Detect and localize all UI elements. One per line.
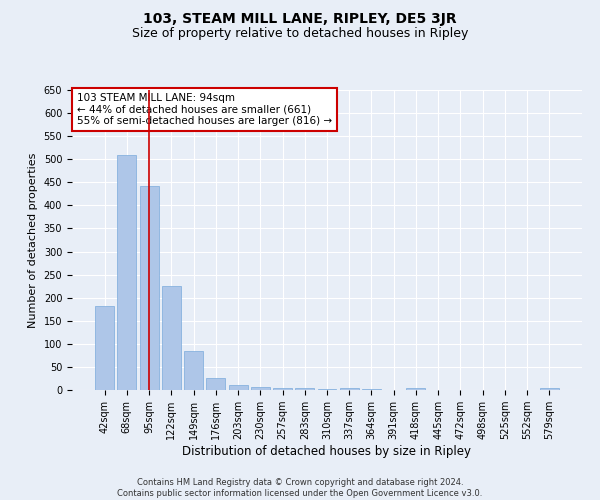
Bar — [251, 387, 270, 390]
Text: 103, STEAM MILL LANE, RIPLEY, DE5 3JR: 103, STEAM MILL LANE, RIPLEY, DE5 3JR — [143, 12, 457, 26]
Bar — [118, 154, 136, 390]
X-axis label: Distribution of detached houses by size in Ripley: Distribution of detached houses by size … — [182, 445, 472, 458]
Bar — [162, 286, 181, 390]
Bar — [206, 378, 225, 390]
Bar — [140, 186, 158, 390]
Bar — [362, 389, 381, 390]
Text: Size of property relative to detached houses in Ripley: Size of property relative to detached ho… — [132, 28, 468, 40]
Bar — [340, 388, 359, 390]
Bar — [406, 388, 425, 390]
Bar — [317, 389, 337, 390]
Bar — [540, 388, 559, 390]
Bar — [295, 388, 314, 390]
Text: 103 STEAM MILL LANE: 94sqm
← 44% of detached houses are smaller (661)
55% of sem: 103 STEAM MILL LANE: 94sqm ← 44% of deta… — [77, 93, 332, 126]
Text: Contains HM Land Registry data © Crown copyright and database right 2024.
Contai: Contains HM Land Registry data © Crown c… — [118, 478, 482, 498]
Y-axis label: Number of detached properties: Number of detached properties — [28, 152, 38, 328]
Bar — [95, 306, 114, 390]
Bar — [273, 388, 292, 390]
Bar — [184, 351, 203, 390]
Bar — [229, 386, 248, 390]
